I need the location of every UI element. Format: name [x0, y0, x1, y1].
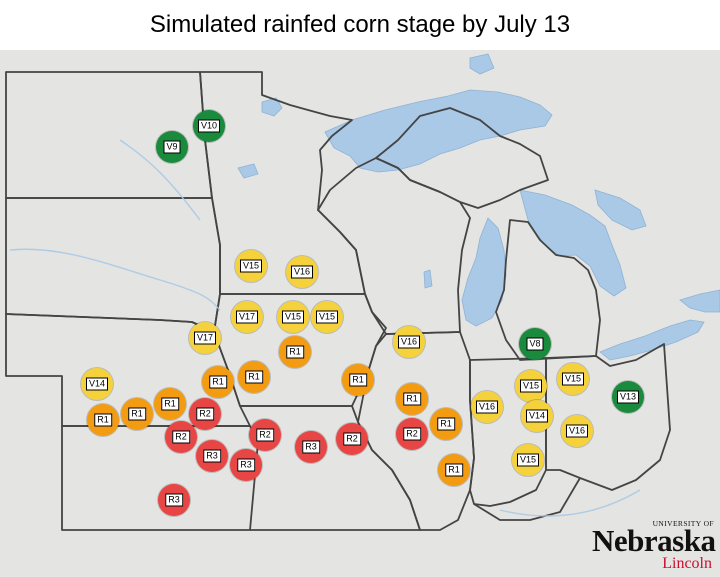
marker-label: R2: [403, 427, 421, 441]
stage-marker: R2: [165, 421, 197, 453]
marker-label: R3: [203, 449, 221, 463]
stage-marker: R3: [295, 431, 327, 463]
stage-marker: R1: [430, 408, 462, 440]
lake-superior: [324, 89, 553, 173]
stage-marker: R1: [154, 388, 186, 420]
stage-marker: R2: [189, 398, 221, 430]
stage-marker: R3: [196, 440, 228, 472]
marker-label: R1: [437, 417, 455, 431]
stage-marker: R1: [238, 361, 270, 393]
marker-label: R2: [256, 428, 274, 442]
marker-label: R3: [237, 458, 255, 472]
stage-marker: R2: [249, 419, 281, 451]
logo-lincoln-text: Lincoln: [662, 555, 712, 572]
marker-label: R1: [161, 397, 179, 411]
stage-marker: V15: [277, 301, 309, 333]
michigan-up-border: [375, 107, 549, 209]
stage-marker: V15: [311, 301, 343, 333]
stage-marker: R1: [121, 398, 153, 430]
university-logo: UNIVERSITY OF Nebraska Lincoln: [592, 519, 716, 574]
stage-marker: V10: [193, 110, 225, 142]
lake-michigan: [461, 217, 507, 327]
map-area: V10 V9 V15 V16 V17 V15 V15 V17 R1 V16 V8…: [0, 50, 720, 577]
lake-nipigon: [469, 53, 495, 75]
stage-marker: R1: [202, 366, 234, 398]
marker-label: R1: [349, 373, 367, 387]
stage-marker: V14: [81, 368, 113, 400]
stage-marker: V14: [521, 400, 553, 432]
wisconsin-border: [317, 157, 471, 335]
stage-marker: R2: [396, 418, 428, 450]
marker-label: V17: [235, 310, 259, 324]
stage-marker: V16: [393, 326, 425, 358]
marker-label: R2: [172, 430, 190, 444]
stage-marker: V15: [557, 363, 589, 395]
stage-marker: R1: [396, 383, 428, 415]
marker-label: R3: [165, 493, 183, 507]
stage-marker: R3: [230, 449, 262, 481]
marker-label: V16: [397, 335, 421, 349]
marker-label: R1: [209, 375, 227, 389]
marker-label: R1: [245, 370, 263, 384]
marker-label: R1: [445, 463, 463, 477]
marker-label: V13: [616, 390, 640, 404]
lake-winnebago: [423, 269, 433, 289]
marker-label: V16: [475, 400, 499, 414]
lake-erie: [599, 319, 705, 361]
lake-red: [237, 163, 259, 179]
stage-marker: V15: [235, 250, 267, 282]
stage-marker: R3: [158, 484, 190, 516]
stage-marker: V17: [231, 301, 263, 333]
marker-label: V16: [290, 265, 314, 279]
marker-label: R3: [302, 440, 320, 454]
marker-label: V14: [525, 409, 549, 423]
stage-marker: V16: [471, 391, 503, 423]
marker-label: R1: [286, 345, 304, 359]
marker-label: V15: [239, 259, 263, 273]
michigan-lp-border: [495, 219, 601, 361]
marker-label: V14: [85, 377, 109, 391]
georgian-bay: [594, 189, 647, 231]
marker-label: R1: [403, 392, 421, 406]
basemap: [5, 53, 720, 531]
logo-university-text: UNIVERSITY OF: [652, 519, 714, 528]
kansas-border: [61, 425, 259, 531]
map-title: Simulated rainfed corn stage by July 13: [149, 11, 571, 38]
logo-nebraska-text: Nebraska: [592, 523, 716, 558]
lake-ontario: [679, 289, 720, 313]
stage-marker: V8: [519, 328, 551, 360]
marker-label: R1: [94, 413, 112, 427]
marker-label: V15: [315, 310, 339, 324]
stage-marker: V15: [515, 370, 547, 402]
stage-marker: V9: [156, 131, 188, 163]
stage-marker: R2: [336, 423, 368, 455]
marker-label: V15: [561, 372, 585, 386]
stage-marker: V16: [561, 415, 593, 447]
stage-marker: V15: [512, 444, 544, 476]
marker-label: R1: [128, 407, 146, 421]
marker-label: V16: [565, 424, 589, 438]
marker-label: V15: [516, 453, 540, 467]
marker-label: V9: [163, 140, 181, 154]
marker-label: R2: [343, 432, 361, 446]
minnesota-border: [199, 71, 366, 295]
stage-marker: V17: [189, 322, 221, 354]
marker-label: V15: [519, 379, 543, 393]
marker-label: V10: [197, 119, 221, 133]
stage-marker: V16: [286, 256, 318, 288]
marker-label: R2: [196, 407, 214, 421]
stage-marker: R1: [279, 336, 311, 368]
ohio-border: [545, 343, 671, 491]
stage-marker: R1: [438, 454, 470, 486]
stage-marker: R1: [87, 404, 119, 436]
marker-label: V8: [526, 337, 544, 351]
marker-label: V17: [193, 331, 217, 345]
marker-label: V15: [281, 310, 305, 324]
stage-marker: R1: [342, 364, 374, 396]
kentucky-border: [473, 477, 581, 521]
stage-marker: V13: [612, 381, 644, 413]
